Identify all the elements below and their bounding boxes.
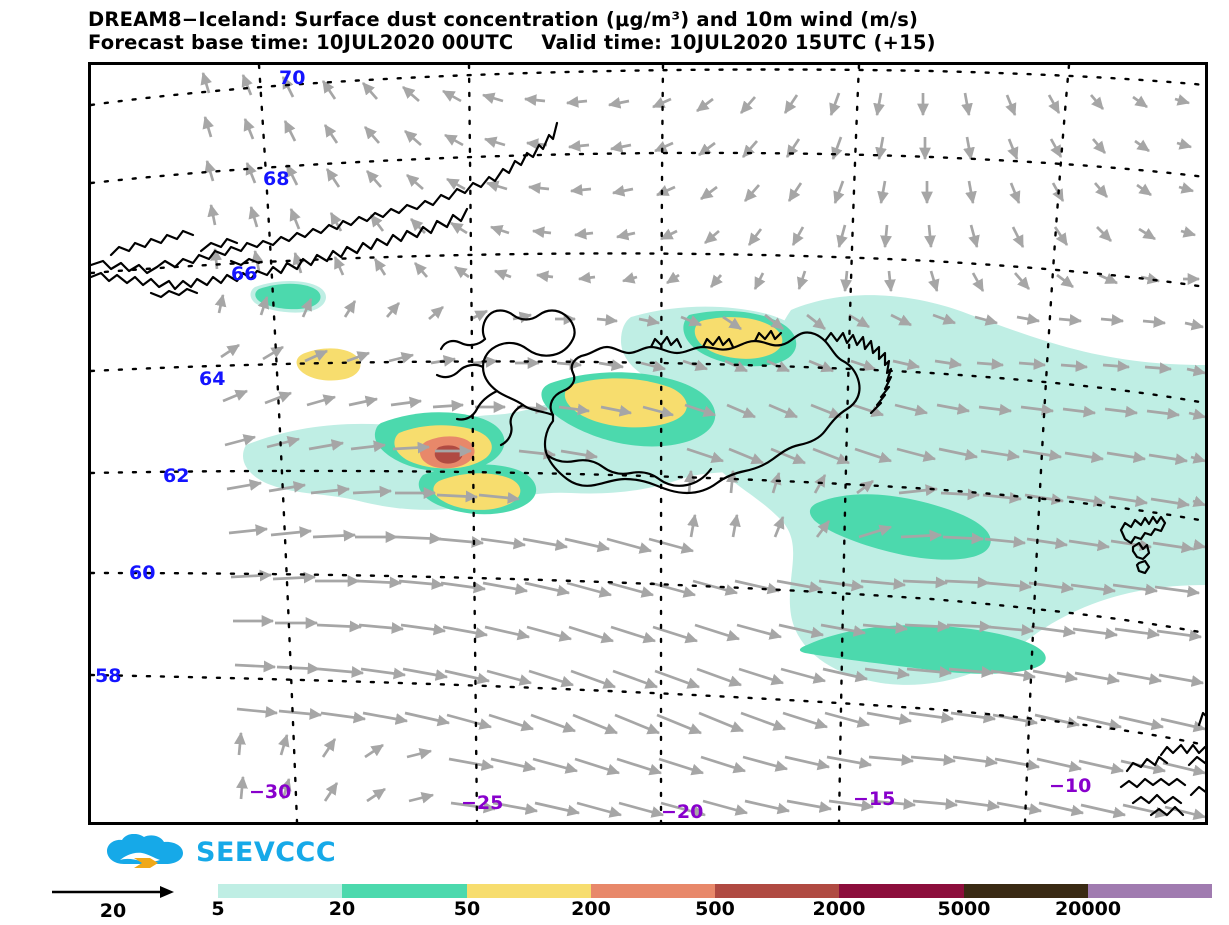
dust-band-20-south <box>799 625 1046 674</box>
map-canvas <box>91 65 1205 822</box>
concentration-colorbar <box>218 884 1212 898</box>
dust-concentration-layer <box>242 281 1205 685</box>
colorbar-tick-5000: 5000 <box>937 898 991 920</box>
colorbar-tick-5: 5 <box>211 898 225 920</box>
colorbar-tick-labels: 5 20 50 200 500 2000 5000 20000 <box>211 898 1212 924</box>
title-line-2: Forecast base time: 10JUL2020 00UTC Vali… <box>88 31 936 54</box>
parallel-62 <box>91 469 1205 523</box>
title-line-1: DREAM8−Iceland: Surface dust concentrati… <box>88 8 919 31</box>
colorbar-tick-500: 500 <box>695 898 735 920</box>
seevccc-logo: SEEVCCC <box>104 832 336 872</box>
colorbar-segment-8 <box>1087 884 1212 898</box>
dust-blob-50-e <box>296 348 361 381</box>
chart-title-block: DREAM8−Iceland: Surface dust concentrati… <box>88 8 1218 54</box>
dust-blob-50-b <box>564 378 687 428</box>
colorbar-segment-1 <box>218 884 343 898</box>
meridian-m25 <box>467 65 479 822</box>
coastlines-layer <box>91 121 1205 817</box>
colorbar-tick-20: 20 <box>328 898 356 920</box>
colorbar-segment-5 <box>715 884 840 898</box>
wind-scale-reference: 20 <box>48 884 178 922</box>
colorbar-tick-20000: 20000 <box>1054 898 1122 920</box>
colorbar-segment-4 <box>590 884 715 898</box>
colorbar-tick-50: 50 <box>453 898 481 920</box>
parallel-66 <box>91 252 1205 289</box>
wind-scale-arrow-icon <box>52 886 174 898</box>
cloud-icon <box>107 834 183 868</box>
colorbar-segment-3 <box>466 884 591 898</box>
map-plot-area: 70 68 66 64 62 60 58 −30 −25 −20 −15 −10 <box>88 62 1208 825</box>
parallel-58 <box>91 673 1205 747</box>
colorbar-tick-200: 200 <box>571 898 611 920</box>
parallel-68 <box>91 151 1205 185</box>
meridian-m20 <box>659 65 665 822</box>
colorbar-segment-7 <box>963 884 1088 898</box>
parallel-70 <box>91 68 1205 107</box>
arrow-icon <box>134 858 158 868</box>
logo-text: SEEVCCC <box>196 836 337 868</box>
colorbar-segment-2 <box>342 884 467 898</box>
parallel-60 <box>91 571 1205 635</box>
dust-band-20-east <box>809 494 991 560</box>
colorbar-segment-6 <box>839 884 964 898</box>
parallel-64 <box>91 360 1205 405</box>
graticule-layer <box>91 65 1205 822</box>
wind-scale-label: 20 <box>99 900 127 922</box>
dust-band-5b <box>979 395 1205 545</box>
colorbar-tick-2000: 2000 <box>812 898 866 920</box>
